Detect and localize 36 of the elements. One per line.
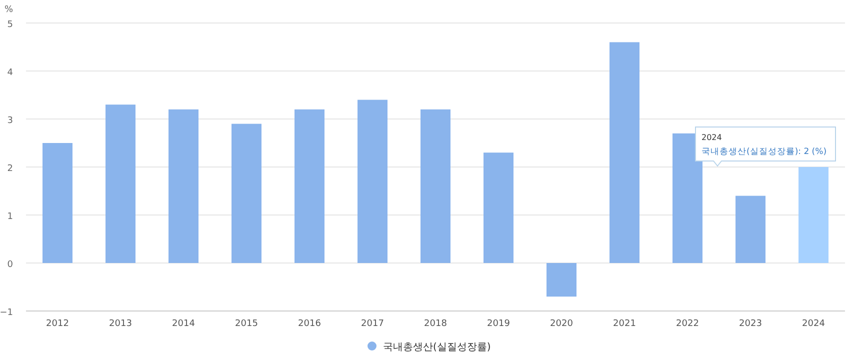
bar bbox=[106, 104, 136, 263]
y-tick-label: −1 bbox=[0, 308, 13, 318]
x-tick-label: 2014 bbox=[172, 319, 196, 329]
x-tick-label: 2018 bbox=[424, 319, 448, 329]
bar bbox=[484, 152, 514, 263]
y-tick-label: 4 bbox=[7, 68, 14, 78]
bar bbox=[736, 196, 766, 263]
bar bbox=[610, 42, 640, 263]
bar bbox=[168, 109, 198, 263]
y-tick-label: 2 bbox=[7, 164, 13, 174]
bar bbox=[42, 143, 72, 263]
x-tick-label: 2020 bbox=[550, 319, 574, 329]
legend-label: 국내총생산(실질성장률) bbox=[383, 342, 491, 353]
y-tick-label: 3 bbox=[7, 116, 13, 126]
bar bbox=[294, 109, 324, 263]
bar bbox=[672, 133, 702, 263]
x-tick-label: 2023 bbox=[739, 319, 762, 329]
bar bbox=[232, 124, 262, 263]
y-tick-label: 5 bbox=[7, 20, 13, 30]
x-tick-label: 2017 bbox=[361, 319, 384, 329]
x-tick-label: 2012 bbox=[46, 319, 69, 329]
bar bbox=[420, 109, 450, 263]
bar bbox=[798, 167, 828, 263]
x-tick-label: 2024 bbox=[802, 319, 826, 329]
x-tick-label: 2019 bbox=[487, 319, 510, 329]
x-tick-label: 2021 bbox=[613, 319, 636, 329]
annotation: 2024 국내총생산(실질성장률): 2 (%) bbox=[702, 133, 827, 157]
x-tick-label: 2015 bbox=[235, 319, 258, 329]
x-tick-label: 2016 bbox=[298, 319, 322, 329]
y-tick-label: 1 bbox=[7, 212, 13, 222]
bar bbox=[358, 100, 388, 263]
x-tick-label: 2013 bbox=[109, 319, 132, 329]
y-axis-title: % bbox=[4, 5, 14, 15]
x-tick-label: 2022 bbox=[676, 319, 699, 329]
bar bbox=[546, 263, 576, 297]
y-tick-label: 0 bbox=[7, 260, 14, 270]
